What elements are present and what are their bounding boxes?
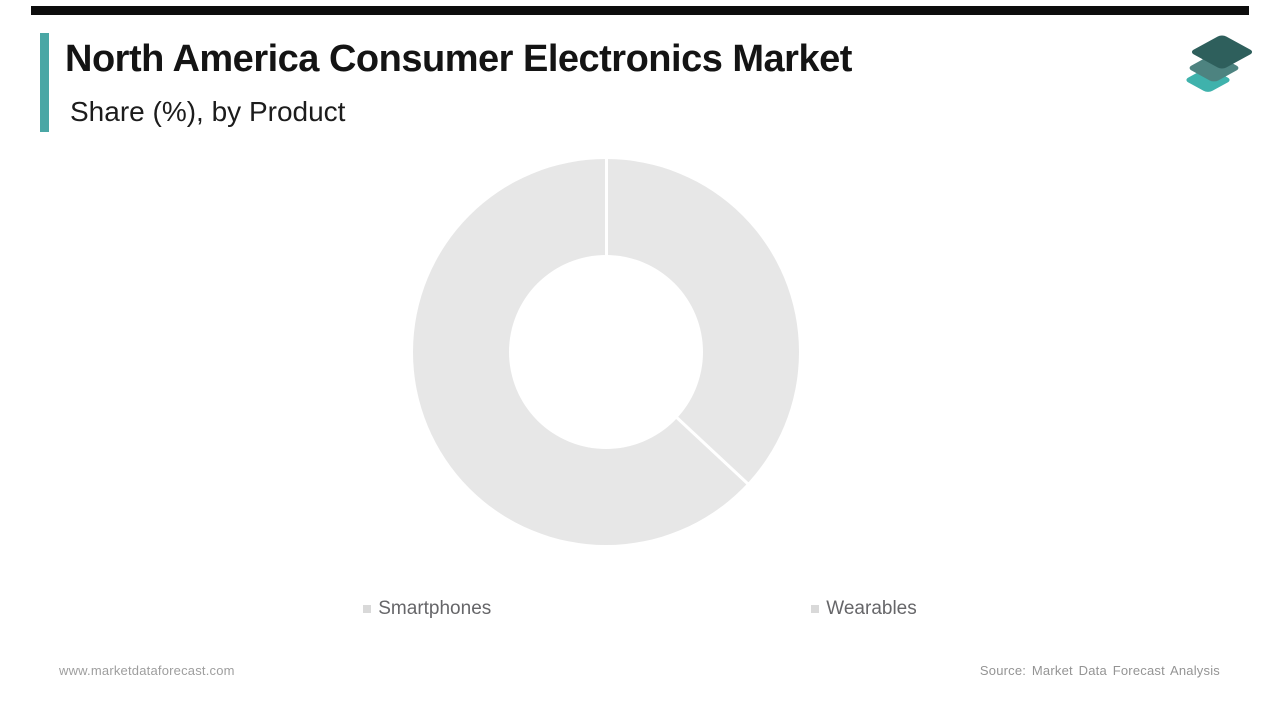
website-url: www.marketdataforecast.com [59, 663, 235, 678]
page-title: North America Consumer Electronics Marke… [65, 38, 852, 80]
legend-label: Smartphones [378, 598, 492, 619]
legend-marker-icon [811, 605, 820, 613]
logo-layer-top [1191, 35, 1253, 69]
legend-marker-icon [363, 605, 372, 613]
market-data-forecast-logo-icon [1186, 35, 1253, 92]
page-subtitle: Share (%), by Product [70, 96, 346, 127]
top-black-bar [31, 6, 1249, 15]
legend-item-wearables: Wearables [811, 598, 917, 620]
donut-hole [509, 255, 703, 449]
title-accent-bar [40, 33, 49, 132]
chart-legend: Smartphones Wearables [0, 598, 1280, 620]
legend-label: Wearables [826, 598, 917, 619]
source-attribution: Source: Market Data Forecast Analysis [979, 663, 1220, 678]
legend-item-smartphones: Smartphones [363, 598, 491, 620]
donut-chart [413, 159, 799, 545]
